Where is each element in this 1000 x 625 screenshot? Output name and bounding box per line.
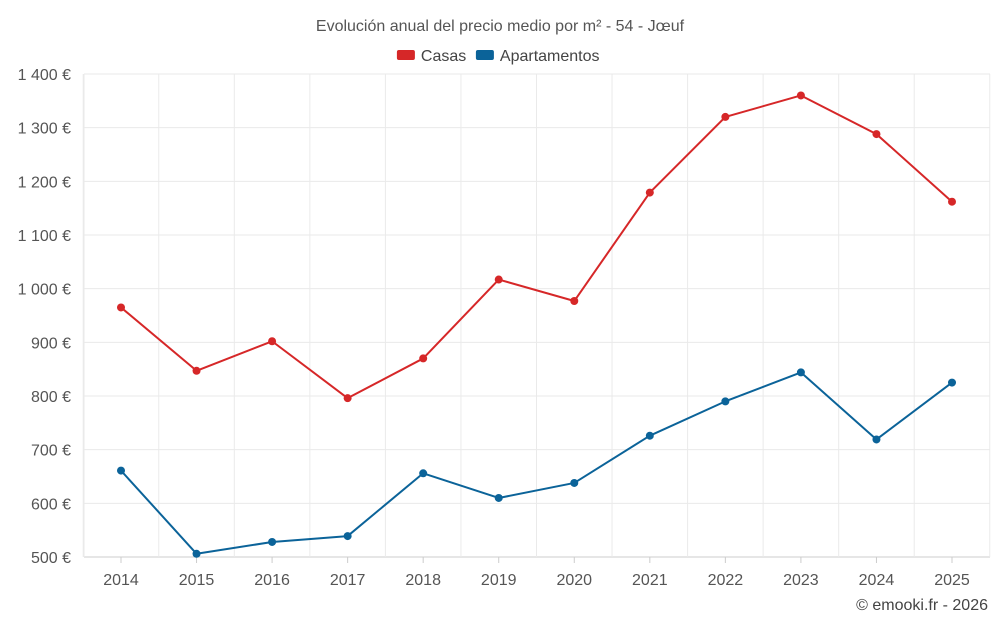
y-tick-label: 1 300 € bbox=[18, 121, 71, 138]
data-point-casas[interactable] bbox=[872, 130, 881, 139]
x-tick-label: 2021 bbox=[632, 572, 668, 589]
legend-label-casas[interactable]: Casas bbox=[421, 48, 466, 65]
y-tick-label: 1 200 € bbox=[18, 174, 71, 191]
credit-text: © emooki.fr - 2026 bbox=[856, 597, 988, 614]
x-tick-label: 2017 bbox=[330, 572, 366, 589]
data-point-casas[interactable] bbox=[948, 197, 956, 206]
legend: Casas Apartamentos bbox=[396, 48, 600, 65]
data-point-casas[interactable] bbox=[192, 366, 201, 375]
x-tick-label: 2014 bbox=[103, 572, 139, 589]
data-point-casas[interactable] bbox=[419, 354, 428, 363]
y-tick-label: 1 100 € bbox=[18, 228, 71, 245]
y-tick-label: 900 € bbox=[31, 335, 71, 352]
data-point-apartamentos[interactable] bbox=[948, 378, 956, 387]
data-point-apartamentos[interactable] bbox=[343, 532, 352, 541]
grid bbox=[82, 73, 991, 558]
data-point-apartamentos[interactable] bbox=[645, 431, 654, 440]
data-point-casas[interactable] bbox=[796, 91, 805, 100]
data-point-apartamentos[interactable] bbox=[796, 368, 805, 377]
series-group bbox=[117, 91, 956, 558]
data-point-casas[interactable] bbox=[117, 303, 125, 312]
data-point-casas[interactable] bbox=[268, 337, 277, 346]
data-point-casas[interactable] bbox=[570, 297, 579, 306]
data-point-apartamentos[interactable] bbox=[192, 549, 201, 558]
data-point-apartamentos[interactable] bbox=[268, 537, 277, 546]
legend-swatch-casas bbox=[396, 50, 415, 60]
x-tick-label: 2015 bbox=[179, 572, 215, 589]
data-point-casas[interactable] bbox=[494, 275, 503, 284]
data-point-casas[interactable] bbox=[343, 394, 352, 403]
x-tick-label: 2025 bbox=[934, 572, 970, 589]
series-line-casas bbox=[120, 94, 953, 400]
y-tick-label: 1 400 € bbox=[18, 67, 71, 84]
y-tick-label: 700 € bbox=[31, 443, 71, 460]
y-tick-label: 800 € bbox=[31, 389, 71, 406]
x-tick-label: 2019 bbox=[481, 572, 517, 589]
y-axis: 500 € 600 € 700 € 800 € 900 € 1 000 € 1 100 € 1… bbox=[18, 67, 71, 567]
data-point-casas[interactable] bbox=[645, 188, 654, 197]
data-point-apartamentos[interactable] bbox=[494, 493, 503, 502]
x-tick-label: 2020 bbox=[556, 572, 592, 589]
data-point-apartamentos[interactable] bbox=[721, 397, 730, 406]
data-point-apartamentos[interactable] bbox=[570, 478, 579, 487]
x-tick-label: 2018 bbox=[405, 572, 441, 589]
data-point-apartamentos[interactable] bbox=[419, 469, 428, 478]
y-tick-label: 1 000 € bbox=[18, 282, 71, 299]
data-point-casas[interactable] bbox=[721, 112, 730, 121]
legend-label-apartamentos[interactable]: Apartamentos bbox=[500, 48, 600, 65]
chart-title: Evolución anual del precio medio por m² … bbox=[316, 18, 685, 35]
x-tick-label: 2022 bbox=[708, 572, 744, 589]
x-tick-label: 2024 bbox=[859, 572, 895, 589]
data-point-apartamentos[interactable] bbox=[117, 466, 125, 475]
y-tick-label: 600 € bbox=[31, 496, 71, 513]
x-axis: 2014 2015 2016 2017 2018 2019 2020 2021 2022 2023… bbox=[103, 557, 970, 589]
legend-swatch-apartamentos bbox=[475, 50, 494, 60]
y-tick-label: 500 € bbox=[31, 550, 71, 567]
x-tick-label: 2016 bbox=[254, 572, 290, 589]
series-line-apartamentos bbox=[120, 371, 953, 555]
x-tick-label: 2023 bbox=[783, 572, 819, 589]
data-point-apartamentos[interactable] bbox=[872, 435, 881, 444]
